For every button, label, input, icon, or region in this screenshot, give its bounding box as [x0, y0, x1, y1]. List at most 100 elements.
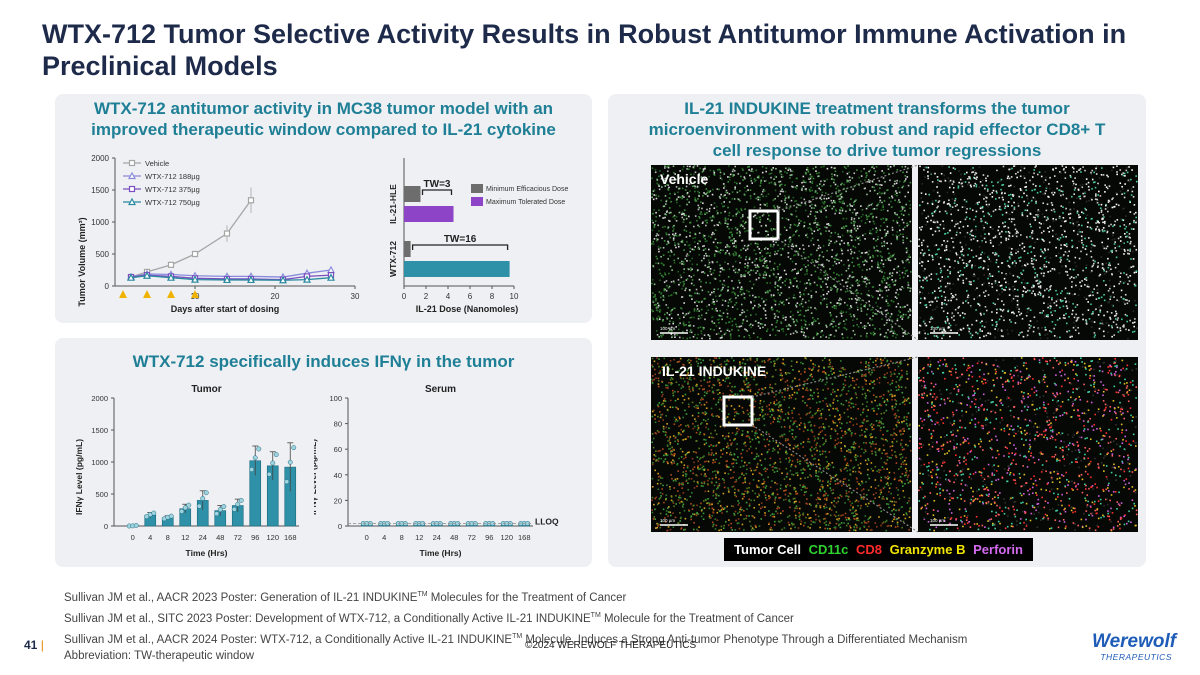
legend-label: Minimum Efficacious Dose [486, 186, 568, 193]
panel-antitumor-activity [55, 94, 592, 323]
tw-bracket [411, 244, 509, 250]
data-point [302, 275, 312, 283]
data-point [278, 275, 288, 284]
panel-title-ifng: WTX-712 specifically induces IFNγ in the… [132, 352, 515, 371]
y-tick-label: 40 [334, 471, 342, 480]
legend-label: Vehicle [145, 159, 169, 168]
y-axis-label: Tumor Volume (mm³) [77, 217, 87, 306]
zoom-connector [751, 356, 919, 398]
scale-bar-label: 100 µm [660, 518, 675, 523]
zoom-box-vehicle [748, 209, 780, 241]
indukine-label: IL-21 INDUKINE [662, 363, 767, 379]
legend-swatch [471, 184, 483, 193]
x-tick-label: 0 [402, 292, 407, 301]
replicate-point [214, 511, 220, 517]
x-tick-label: 4 [382, 533, 386, 542]
replicate-point [151, 510, 157, 516]
y-tick-label: 100 [329, 394, 342, 403]
y-tick-label: 500 [95, 490, 108, 499]
x-tick-label: 30 [351, 292, 360, 301]
data-point [167, 261, 175, 268]
company-logo: Werewolf THERAPEUTICS [1092, 632, 1176, 663]
reference-1: Sullivan JM et al., AACR 2023 Poster: Ge… [64, 591, 627, 604]
x-tick-label: 2 [424, 292, 429, 301]
replicate-point [179, 508, 185, 514]
logo-therapeutics: THERAPEUTICS [1100, 652, 1172, 662]
scale-bar-label: 100 µm [930, 518, 945, 523]
replicate-point [133, 523, 139, 528]
zoom-connector [777, 164, 919, 212]
category-label: IL-21-HLE [388, 184, 398, 224]
chart-title: Tumor [191, 384, 221, 395]
copyright: ©2024 WEREWOLF THERAPEUTICS [525, 640, 697, 651]
replicate-point [182, 505, 188, 511]
references: Sullivan JM et al., AACR 2023 Poster: Ge… [64, 586, 967, 665]
slide-number: 41 | [24, 638, 44, 652]
x-tick-label: 120 [266, 533, 279, 542]
replicate-point [252, 455, 258, 461]
x-tick-label: 0 [365, 533, 369, 542]
x-tick-label: 12 [415, 533, 423, 542]
legend-marker [127, 197, 137, 206]
legend-marker [128, 185, 136, 193]
bar-max-tolerated [404, 261, 510, 277]
x-tick-label: 6 [468, 292, 473, 301]
data-point [126, 273, 136, 281]
panel-title-microenvironment: IL-21 INDUKINE treatment transforms the … [648, 99, 1106, 160]
bar-max-tolerated [404, 206, 454, 222]
replicate-point [186, 502, 192, 508]
chart-title: Serum [425, 384, 456, 395]
replicate-point [291, 445, 297, 451]
x-tick-label: 8 [166, 533, 170, 542]
data-point [246, 275, 256, 284]
replicate-point [266, 471, 272, 477]
data-point [191, 250, 199, 258]
y-tick-label: 2000 [91, 394, 108, 403]
zoom-box-indukine [722, 395, 754, 427]
stain-legend: Tumor Cell CD11c CD8 Granzyme B Perforin [724, 538, 1033, 561]
x-axis-label: Days after start of dosing [171, 304, 280, 314]
vehicle-label: Vehicle [660, 171, 709, 187]
legend-marker [127, 171, 137, 180]
x-tick-label: 72 [234, 533, 242, 542]
x-tick-label: 48 [450, 533, 458, 542]
page-title: WTX-712 Tumor Selective Activity Results… [42, 19, 1127, 81]
replicate-point [221, 504, 227, 509]
replicate-point [256, 446, 262, 452]
zoom-connector [777, 238, 919, 341]
x-axis-label: Time (Hrs) [186, 548, 228, 558]
replicate-point [270, 460, 276, 466]
replicate-point [249, 467, 255, 473]
y-tick-label: 0 [104, 522, 108, 531]
x-tick-label: 0 [131, 533, 135, 542]
x-tick-label: 24 [199, 533, 207, 542]
y-tick-label: 1500 [91, 186, 109, 195]
tw-bracket [421, 189, 453, 195]
legend-swatch [471, 197, 483, 206]
legend-perforin: Perforin [973, 542, 1023, 557]
x-tick-label: 8 [400, 533, 404, 542]
x-tick-label: 72 [468, 533, 476, 542]
x-tick-label: 48 [216, 533, 224, 542]
y-tick-label: 500 [96, 250, 110, 259]
y-tick-label: 0 [105, 282, 110, 291]
tumor-volume-chart: 0500100015002000102030Days after start o… [77, 154, 360, 314]
tw-annotation: TW=16 [444, 234, 477, 245]
y-axis-label: IFNγ Level (pg/mL) [74, 439, 84, 515]
abbreviation: Abbreviation: TW-therapeutic window [64, 650, 255, 663]
replicate-point [168, 513, 174, 519]
legend-cd8: CD8 [855, 542, 882, 557]
data-point [190, 275, 200, 283]
legend-label: WTX-712 188µg [145, 172, 200, 181]
y-tick-label: 2000 [91, 154, 109, 163]
x-tick-label: 24 [433, 533, 441, 542]
legend-granzyme-b: Granzyme B [889, 542, 966, 557]
x-tick-label: 120 [500, 533, 513, 542]
micro-indukine-zoom [918, 357, 1138, 532]
replicate-point [284, 479, 290, 485]
replicate-point [238, 497, 244, 503]
replicate-point [273, 452, 279, 458]
dosing-arrow [143, 290, 151, 298]
reference-3: Sullivan JM et al., AACR 2024 Poster: WT… [64, 632, 968, 646]
